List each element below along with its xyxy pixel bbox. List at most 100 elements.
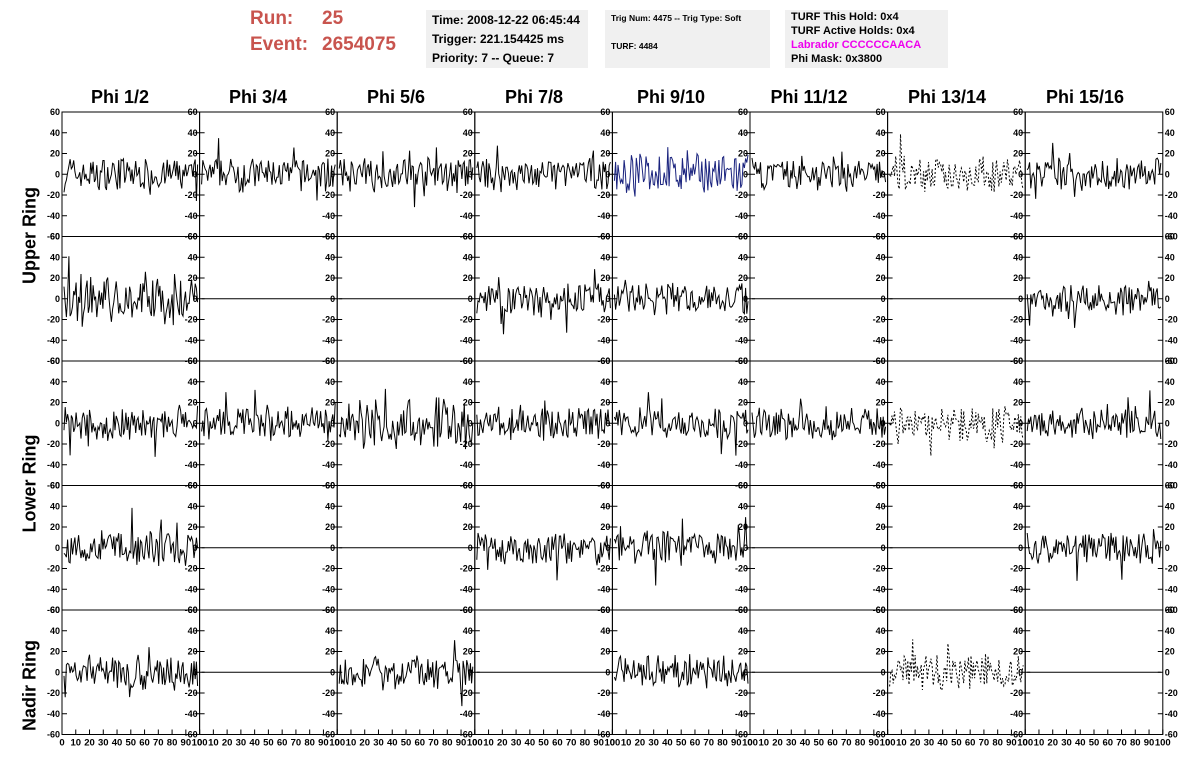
y-tick-label: 20 — [876, 522, 886, 532]
x-tick-label: 0 — [885, 738, 890, 749]
y-tick-label: 60 — [50, 605, 60, 615]
y-tick-label: 20 — [325, 647, 335, 657]
x-tick-label: 30 — [786, 738, 797, 749]
y-tick-label: 60 — [325, 356, 335, 366]
y-tick-label: 20 — [738, 273, 748, 283]
y-tick-label: -40 — [1010, 709, 1023, 719]
phi-header-11-12: Phi 11/12 — [770, 87, 848, 107]
x-tick-label: 30 — [924, 738, 935, 749]
x-tick-label: 50 — [951, 738, 962, 749]
y-tick-label: 0 — [193, 667, 198, 677]
y-tick-label: 40 — [463, 626, 473, 636]
x-tick-label: 70 — [428, 738, 439, 749]
y-tick-label: -20 — [735, 315, 748, 325]
time-text: Time: 2008-12-22 06:45:44 — [432, 13, 580, 27]
y-tick-label: 60 — [463, 605, 473, 615]
x-tick-label: 20 — [1047, 738, 1058, 749]
y-tick-label: -40 — [322, 460, 335, 470]
y-tick-label: 60 — [876, 107, 886, 117]
y-tick-label: 0 — [605, 294, 610, 304]
y-tick-label: -40 — [322, 709, 335, 719]
x-tick-label: 0 — [59, 738, 64, 749]
y-tick-label: 60 — [600, 232, 610, 242]
y-tick-label: 40 — [50, 377, 60, 387]
y-tick-label: -40 — [597, 211, 610, 221]
x-tick-label: 10 — [896, 738, 907, 749]
x-tick-label: 10 — [70, 738, 81, 749]
x-tick-label: 0 — [335, 738, 340, 749]
waveform-trace — [613, 147, 749, 197]
y-tick-label: 40 — [325, 626, 335, 636]
y-tick-label: 20 — [463, 522, 473, 532]
y-tick-label: 20 — [738, 522, 748, 532]
turf-info-box: TURF This Hold: 0x4 TURF Active Holds: 0… — [785, 10, 948, 68]
phi-header-9-10: Phi 9/10 — [636, 87, 706, 107]
y-tick-label: 40 — [463, 377, 473, 387]
x-tick-label: 90 — [593, 738, 604, 749]
y-tick-label: 0 — [743, 294, 748, 304]
y-tick-label: -60 — [185, 730, 198, 740]
y-tick-label: -20 — [185, 315, 198, 325]
event-label: Event: — [250, 34, 309, 55]
y-tick-label-right: 60 — [1165, 356, 1175, 366]
y-tick-label: 0 — [468, 169, 473, 179]
waveform-trace — [613, 517, 749, 586]
y-tick-label: 20 — [188, 273, 198, 283]
waveform-trace — [889, 406, 1024, 456]
y-tick-label: -40 — [735, 584, 748, 594]
waveform-trace — [63, 256, 199, 327]
y-tick-label: -20 — [47, 439, 60, 449]
y-tick-label: 0 — [330, 418, 335, 428]
y-tick-label: 40 — [738, 626, 748, 636]
y-tick-label: 60 — [738, 605, 748, 615]
y-tick-label: 40 — [738, 128, 748, 138]
y-tick-label: 0 — [330, 667, 335, 677]
x-tick-label: 70 — [979, 738, 990, 749]
y-tick-label: 40 — [1013, 501, 1023, 511]
y-tick-label: -40 — [873, 335, 886, 345]
y-tick-label: 40 — [188, 252, 198, 262]
y-tick-label-right: -60 — [1165, 232, 1178, 242]
x-tick-label: 80 — [167, 738, 178, 749]
x-tick-label: 60 — [827, 738, 838, 749]
labrador-text: Labrador CCCCCCAACA — [791, 39, 922, 51]
y-tick-label: 60 — [463, 107, 473, 117]
y-tick-label-right: 40 — [1165, 377, 1175, 387]
y-tick-label: 20 — [50, 149, 60, 159]
waveform-panel-r4-c6 — [887, 609, 1026, 735]
y-tick-label: -20 — [185, 688, 198, 698]
waveform-trace — [476, 400, 611, 441]
y-tick-label: 0 — [55, 667, 60, 677]
y-tick-label: 40 — [1013, 626, 1023, 636]
x-tick-label: 20 — [497, 738, 508, 749]
y-tick-label: -20 — [322, 564, 335, 574]
y-tick-label: 40 — [1013, 128, 1023, 138]
x-tick-label: 70 — [841, 738, 852, 749]
y-tick-label: 20 — [188, 398, 198, 408]
y-tick-label: 20 — [600, 273, 610, 283]
y-tick-label-right: -40 — [1165, 335, 1178, 345]
y-tick-label: 20 — [738, 398, 748, 408]
y-tick-label: 60 — [1013, 481, 1023, 491]
waveform-trace — [751, 151, 887, 192]
y-tick-label: 0 — [330, 543, 335, 553]
phi-header-5-6: Phi 5/6 — [366, 87, 426, 107]
waveform-trace — [201, 389, 336, 441]
y-tick-label: -20 — [597, 688, 610, 698]
x-tick-label: 40 — [387, 738, 398, 749]
x-tick-label: 40 — [525, 738, 536, 749]
y-tick-label: 60 — [738, 356, 748, 366]
y-tick-label-right: 20 — [1165, 647, 1175, 657]
x-tick-label: 60 — [139, 738, 150, 749]
x-tick-label: 30 — [511, 738, 522, 749]
y-tick-label: -20 — [47, 190, 60, 200]
y-tick-label-right: -20 — [1165, 564, 1178, 574]
x-tick-label: 50 — [401, 738, 412, 749]
x-tick-label: 80 — [580, 738, 591, 749]
waveform-panel-r2-c7 — [1024, 360, 1164, 486]
y-tick-label: 20 — [50, 273, 60, 283]
y-tick-label: -20 — [735, 439, 748, 449]
y-tick-label: 0 — [743, 667, 748, 677]
y-tick-label-right: 60 — [1165, 232, 1175, 242]
